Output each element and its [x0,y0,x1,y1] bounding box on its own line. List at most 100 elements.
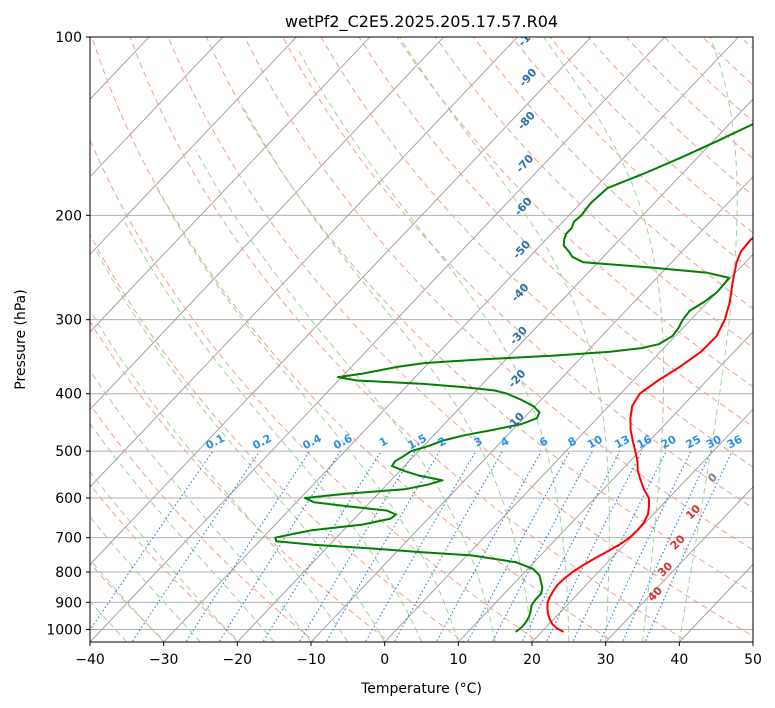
y-tick-label: 800 [55,565,82,581]
dry-adiabat [90,483,241,642]
plot-frame [89,36,754,643]
y-tick-label: 600 [55,491,82,507]
isotherm-line [752,641,753,642]
mixing-ratio-line [325,450,441,642]
y-tick-label: 1000 [46,622,82,638]
isotherm-line [0,37,2,642]
mixing-ratio-line [262,450,382,642]
moist-adiabat [297,49,570,642]
mixing-ratio-line [90,450,214,631]
moist-adiabat [124,221,422,642]
mixing-ratio-line [599,450,692,642]
mixing-ratio-label: 16 [635,433,655,452]
y-tick-label: 500 [55,444,82,460]
mixing-ratio-line [185,450,311,642]
isotherm-grid [0,37,753,642]
x-axis-label: Temperature (°C) [360,681,482,697]
isotherm-line [384,253,753,642]
dry-adiabat [167,37,753,637]
moist-adiabat [241,104,533,642]
mixing-ratio-label: 20 [659,433,679,452]
dry-adiabat [129,37,690,642]
y-tick-label: 400 [55,387,82,403]
moist-adiabat [156,187,459,642]
dry-adiabat-label: -10 [504,410,527,434]
dry-adiabat-label: -50 [510,238,533,262]
isotherm-line [90,37,297,255]
isotherm-line [310,176,753,642]
line-labels: 0.1 0.2 0.4 0.6 1 1.5 2 3 4 6 8 10 13 16 20 25 30 36-100-… [204,37,745,604]
dry-adiabat [282,37,753,509]
mixing-ratio-label: 0.6 [331,432,355,453]
x-tick-label: 10 [449,652,467,668]
chart-title: wetPf2_C2E5.2025.205.17.57.R04 [285,12,558,32]
moist-adiabat [90,422,275,642]
y-tick-label: 900 [55,595,82,611]
mixing-ratio-line [521,450,621,642]
mixing-ratio-label: 1 [377,434,390,449]
mixing-ratio-line [131,450,261,642]
sounding-series [274,123,753,633]
y-axis: 100 200 300 400 500 600 700 800 900 1000 [46,30,90,638]
moist-adiabat [90,369,312,642]
isotherm-line [0,37,75,642]
y-tick-label: 100 [55,30,82,46]
mixing-ratio-label: 3 [472,434,485,449]
mixing-ratio-label: 13 [612,433,632,452]
isotherm-line [163,37,739,642]
mixing-ratio-label: 2 [436,434,449,449]
mixing-ratio-label: 25 [684,433,704,452]
dry-adiabat [91,37,615,642]
mixing-ratio-label: 6 [537,434,550,449]
moist-adiabat-label: 30 [655,559,675,579]
mixing-ratio-label: 0.1 [204,432,227,453]
dry-adiabat [511,37,753,272]
isotherm-line [458,331,753,642]
y-tick-label: 200 [55,208,82,224]
isotherm-line [90,37,666,642]
dry-adiabat [90,403,316,642]
moist-adiabat [543,37,665,642]
y-tick-label: 700 [55,531,82,547]
dry-adiabat-label: -60 [512,195,535,219]
isotherm-line [90,37,371,333]
dry-adiabat [473,37,753,310]
mixing-ratio-line [545,450,643,642]
moist-adiabat [399,37,610,642]
mixing-ratio-line [621,450,712,642]
isotherm-line [90,37,224,178]
isotherm-line [90,37,445,411]
mixing-ratio-label: 30 [704,433,724,452]
x-axis: −40 −30 −20 −10 0 10 20 30 40 50 [75,642,762,668]
dry-adiabat [320,37,753,468]
mixing-ratio-label: 36 [725,433,745,452]
moist-adiabat [90,470,238,642]
x-tick-label: 30 [597,652,615,668]
isobar-grid [90,37,753,630]
y-axis-label: Pressure (hPa) [13,289,29,389]
temperature-profile-line [546,236,753,633]
dry-adiabat [396,37,753,388]
dry-adiabat [434,37,753,349]
x-tick-label: 0 [380,652,389,668]
x-tick-label: −20 [223,652,253,668]
isotherm-line [605,486,753,642]
x-tick-label: −10 [296,652,326,668]
dry-adiabats [90,37,753,642]
moist-adiabat [90,309,349,642]
dry-adiabat [90,138,540,642]
mixing-ratio-label: 4 [498,434,511,449]
mixing-ratio-line [364,450,477,642]
mixing-ratio-line [491,450,594,642]
x-tick-label: 50 [744,652,762,668]
mixing-ratio-label: 0.2 [250,432,273,453]
moist-adiabat [95,251,386,642]
isotherm-line [531,408,753,642]
moist-adiabats [90,37,738,642]
isotherm-line [679,563,753,642]
moist-adiabat [90,516,201,642]
dry-adiabat [90,320,391,642]
dry-adiabat [90,233,465,642]
moist-adiabat-label: 0 [705,470,720,485]
